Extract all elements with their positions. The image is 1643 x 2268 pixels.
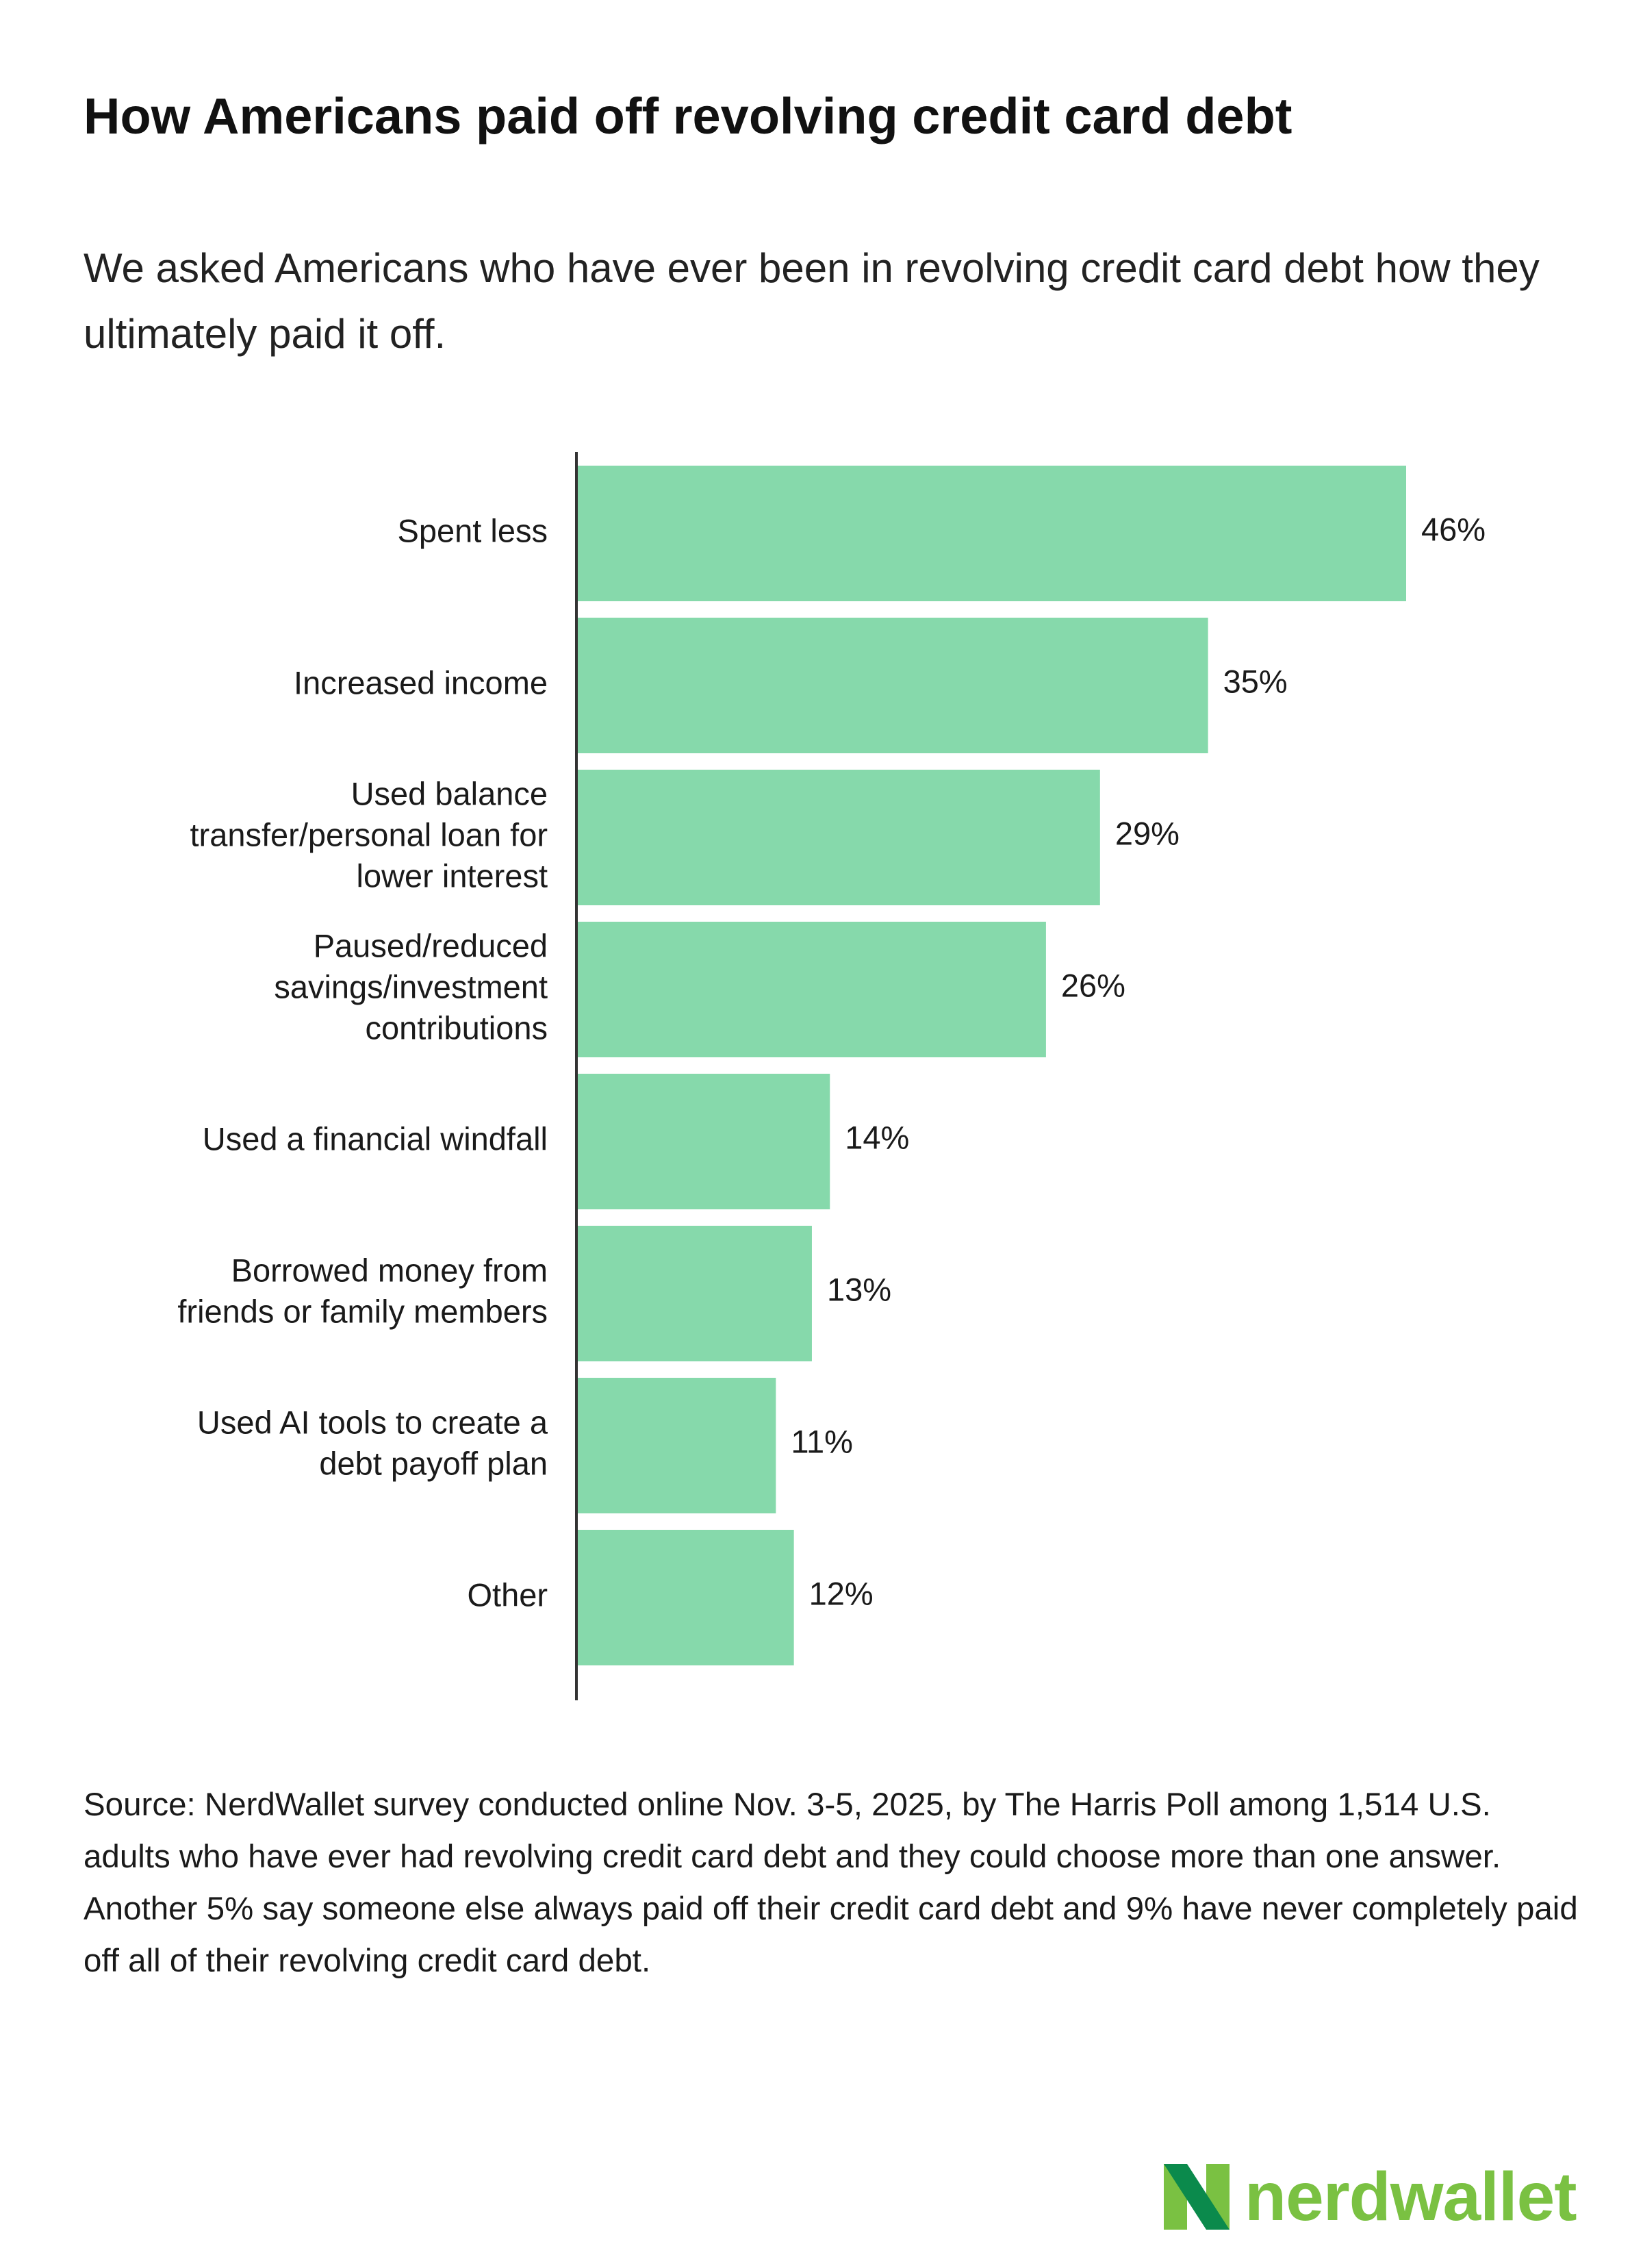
category-label-line: Used a financial windfall	[203, 1120, 548, 1157]
category-label-3: Used balance transfer/personal loan for lo…	[190, 775, 548, 894]
category-label-line: Used balance	[351, 775, 548, 811]
bar-4	[578, 922, 1046, 1057]
value-label-4: 26%	[1061, 967, 1125, 1003]
bar-6	[578, 1226, 812, 1361]
value-label-3: 29%	[1115, 815, 1180, 851]
value-label-5: 14%	[845, 1119, 909, 1155]
bar-8	[578, 1530, 794, 1665]
category-label-line: Borrowed money from	[231, 1252, 548, 1288]
value-label-1: 46%	[1421, 511, 1486, 547]
category-label-line: transfer/personal loan for	[190, 816, 548, 853]
bar-chart: Spent less Increased income Used balance tr…	[177, 452, 1486, 1700]
value-label-7: 11%	[791, 1423, 853, 1459]
category-label-2: Increased income	[294, 664, 548, 701]
bar-2	[578, 618, 1208, 753]
value-label-6: 13%	[827, 1271, 891, 1307]
value-label-8: 12%	[809, 1575, 874, 1611]
bar-7	[578, 1378, 776, 1513]
nerdwallet-logo: nerdwallet	[1164, 2163, 1577, 2231]
category-label-line: Increased income	[294, 664, 548, 701]
category-label-line: Spent less	[398, 512, 548, 549]
category-label-line: Paused/reduced	[314, 927, 548, 963]
category-label-4: Paused/reduced savings/investment contribu…	[274, 927, 548, 1046]
category-label-line: savings/investment	[274, 968, 548, 1005]
nerdwallet-wordmark: nerdwallet	[1245, 2158, 1577, 2235]
chart-subtitle: We asked Americans who have ever been in…	[84, 245, 1540, 357]
category-label-1: Spent less	[398, 512, 548, 549]
source-note: Source: NerdWallet survey conducted onli…	[84, 1787, 1578, 1979]
category-label-line: Other	[467, 1576, 548, 1613]
category-labels-group: Spent less Increased income Used balance tr…	[177, 512, 548, 1613]
bar-3	[578, 770, 1100, 905]
value-labels-group: 46% 35% 29% 26% 14% 13% 11% 12%	[791, 511, 1486, 1611]
value-label-2: 35%	[1223, 663, 1288, 699]
nerdwallet-n-icon	[1164, 2164, 1230, 2230]
chart-title: How Americans paid off revolving credit …	[84, 88, 1292, 144]
category-label-line: contributions	[366, 1009, 548, 1046]
category-label-5: Used a financial windfall	[203, 1120, 548, 1157]
category-label-line: debt payoff plan	[319, 1445, 548, 1481]
category-label-line: Used AI tools to create a	[197, 1404, 548, 1440]
category-label-line: friends or family members	[177, 1293, 548, 1329]
bars-group	[578, 466, 1406, 1665]
category-label-6: Borrowed money from friends or family mem…	[177, 1252, 548, 1329]
category-label-line: lower interest	[357, 857, 548, 894]
category-label-8: Other	[467, 1576, 548, 1613]
category-label-7: Used AI tools to create a debt payoff pla…	[197, 1404, 548, 1481]
bar-5	[578, 1074, 830, 1209]
bar-1	[578, 466, 1406, 601]
